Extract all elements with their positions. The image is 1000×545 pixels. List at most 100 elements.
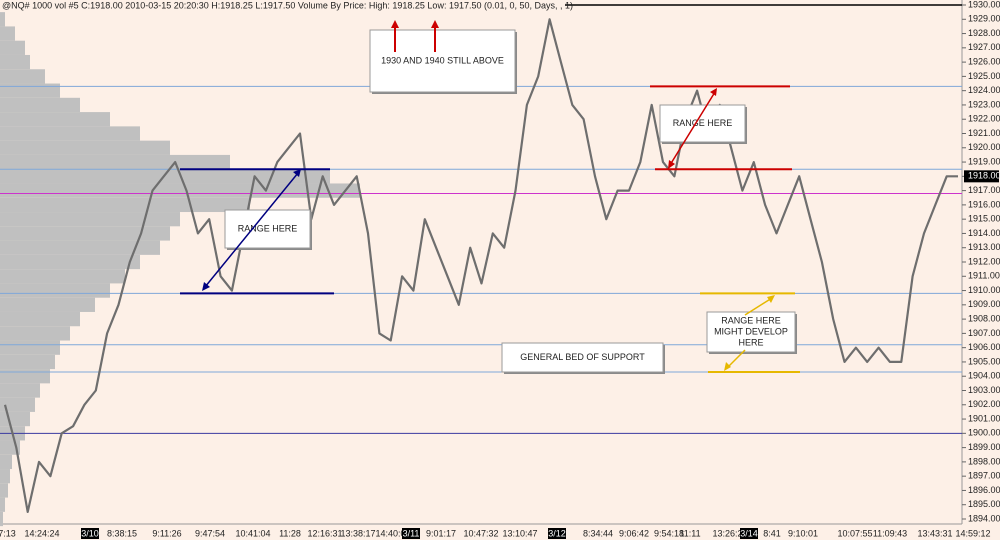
profile-bar [0, 97, 80, 113]
profile-bar [0, 197, 250, 213]
y-tick-label: 1916.00 [968, 199, 1000, 209]
profile-bar [0, 383, 40, 398]
y-tick-label: 1915.00 [968, 214, 1000, 224]
profile-bar [0, 226, 170, 241]
profile-bar [0, 397, 35, 412]
y-tick-label: 1907.00 [968, 328, 1000, 338]
x-tick-label: 10:47:32 [463, 528, 498, 538]
profile-bar [0, 454, 12, 470]
y-tick-label: 1898.00 [968, 456, 1000, 466]
profile-bar [0, 83, 60, 98]
note-text: HERE [738, 337, 763, 347]
y-tick-label: 1902.00 [968, 399, 1000, 409]
x-tick-label: 9:06:42 [619, 528, 649, 538]
profile-bar [0, 326, 70, 341]
x-tick-label: 8:38:15 [107, 528, 137, 538]
x-tick-label: 3/14 [740, 528, 758, 538]
date-box [740, 528, 758, 539]
y-tick-label: 1926.00 [968, 56, 1000, 66]
y-tick-label: 1905.00 [968, 356, 1000, 366]
x-tick-label: 13:10:47 [502, 528, 537, 538]
note-text: GENERAL BED OF SUPPORT [520, 352, 645, 362]
profile-bar [0, 369, 50, 384]
note-box [501, 342, 664, 373]
x-tick-label: 3/10 [81, 528, 99, 538]
x-tick-label: 14:59:12 [955, 528, 990, 538]
profile-bar [0, 354, 55, 370]
y-tick-label: 1917.00 [968, 185, 1000, 195]
y-tick-label: 1895.00 [968, 499, 1000, 509]
profile-bar [0, 112, 110, 127]
x-tick-label: 11:09:43 [873, 528, 907, 538]
y-tick-label: 1930.00 [968, 0, 1000, 9]
x-tick-label: 10:07:55 [837, 528, 872, 538]
date-box [81, 528, 99, 539]
x-tick-label: 9:01:17 [426, 528, 456, 538]
profile-bar [0, 340, 60, 355]
y-tick-label: 1896.00 [968, 485, 1000, 495]
y-tick-label: 1904.00 [968, 371, 1000, 381]
last-price-box [964, 170, 999, 183]
x-tick-label: 11:28 [279, 528, 301, 538]
profile-bar [0, 283, 110, 298]
x-tick-label: 14:40:03 [375, 528, 410, 538]
y-tick-label: 1900.00 [968, 428, 1000, 438]
profile-bar [0, 126, 140, 141]
x-tick-label: 11:11 [679, 528, 700, 538]
note-text: RANGE HERE [721, 315, 781, 325]
date-box [548, 528, 566, 539]
profile-bar [0, 54, 30, 70]
x-tick-label: 9:54:18 [654, 528, 684, 538]
y-tick-label: 1911.00 [968, 271, 1000, 281]
y-tick-label: 1925.00 [968, 71, 1000, 81]
profile-bar [0, 297, 95, 312]
last-price-label: 1918.00 [968, 171, 1000, 181]
y-tick-label: 1921.00 [968, 128, 1000, 138]
y-tick-label: 1894.00 [968, 513, 1000, 523]
date-box [402, 528, 420, 539]
x-tick-label: 14:24:24 [24, 528, 59, 538]
price-line [3, 18, 958, 513]
y-tick-label: 1903.00 [968, 385, 1000, 395]
y-tick-label: 1927.00 [968, 42, 1000, 52]
x-tick-label: 13:38:17 [340, 528, 375, 538]
arrows [202, 20, 775, 371]
profile-bar [0, 269, 125, 284]
profile-bar [0, 69, 45, 84]
y-tick-label: 1908.00 [968, 313, 1000, 323]
y-tick-label: 1922.00 [968, 114, 1000, 124]
y-tick-label: 1920.00 [968, 142, 1000, 152]
note-text: MIGHT DEVELOP [714, 326, 788, 336]
y-tick-label: 1912.00 [968, 256, 1000, 266]
y-tick-label: 1901.00 [968, 413, 1000, 423]
profile-bar [0, 154, 230, 170]
x-tick-label: 9:47:54 [195, 528, 225, 538]
x-tick-label: 8:41 [763, 528, 781, 538]
profile-bar [0, 411, 30, 427]
x-tick-label: 10:41:04 [235, 528, 270, 538]
profile-bar [0, 183, 360, 198]
note-text: RANGE HERE [673, 118, 733, 128]
profile-bar [0, 12, 5, 27]
x-tick-label: 9:10:01 [788, 528, 818, 538]
profile-bar [0, 497, 5, 512]
y-tick-label: 1913.00 [968, 242, 1000, 252]
y-tick-label: 1910.00 [968, 285, 1000, 295]
x-tick-label: 13:26:29 [712, 528, 747, 538]
y-tick-label: 1923.00 [968, 99, 1000, 109]
y-tick-label: 1906.00 [968, 342, 1000, 352]
y-tick-label: 1899.00 [968, 442, 1000, 452]
y-tick-label: 1897.00 [968, 471, 1000, 481]
profile-bar [0, 40, 25, 55]
y-tick-label: 1928.00 [968, 28, 1000, 38]
y-tick-label: 1909.00 [968, 299, 1000, 309]
y-tick-label: 1929.00 [968, 14, 1000, 24]
note-box [224, 209, 311, 249]
x-tick-label: 7:13 [0, 528, 16, 538]
profile-bar [0, 254, 140, 270]
profile-bar [0, 140, 170, 155]
x-tick-label: 3/12 [548, 528, 566, 538]
x-tick-label: 12:16:31 [307, 528, 342, 538]
note-box [706, 311, 796, 353]
